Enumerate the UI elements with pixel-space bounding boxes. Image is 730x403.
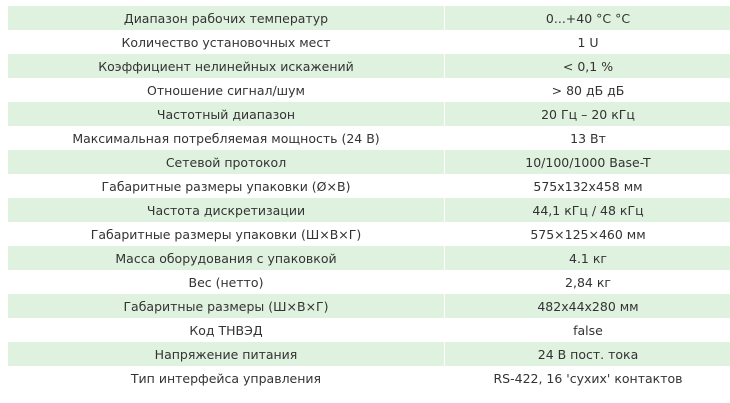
spec-row: Частота дискретизации 44,1 кГц / 48 кГц [8,198,730,222]
spec-name: Частотный диапазон [8,102,445,126]
spec-row: Габаритные размеры упаковки (Ш×В×Г) 575×1… [8,222,730,246]
spec-value: 4.1 кг [444,246,730,270]
spec-row: Коэффициент нелинейных искажений < 0,1 % [8,54,730,78]
spec-row: Габаритные размеры упаковки (Ø×В) 575х132… [8,174,730,198]
spec-row: Максимальная потребляемая мощность (24 В… [8,126,730,150]
spec-value: 482х44х280 мм [444,294,730,318]
spec-value: 10/100/1000 Base-T [444,150,730,174]
spec-value: RS-422, 16 'сухих' контактов [444,366,730,390]
spec-row: Тип интерфейса управления RS-422, 16 'сух… [8,366,730,390]
spec-value: > 80 дБ дБ [444,78,730,102]
spec-row: Диапазон рабочих температур 0...+40 °C °C [8,6,730,30]
spec-row: Код ТНВЭД false [8,318,730,342]
spec-row: Количество установочных мест 1 U [8,30,730,54]
spec-name: Габаритные размеры (Ш×В×Г) [8,294,445,318]
spec-name: Тип интерфейса управления [8,366,445,390]
spec-name: Габаритные размеры упаковки (Ø×В) [8,174,445,198]
spec-name: Сетевой протокол [8,150,445,174]
spec-row: Сетевой протокол 10/100/1000 Base-T [8,150,730,174]
spec-name: Коэффициент нелинейных искажений [8,54,445,78]
spec-name: Вес (нетто) [8,270,445,294]
spec-name: Масса оборудования с упаковкой [8,246,445,270]
spec-row: Вес (нетто) 2,84 кг [8,270,730,294]
spec-row: Габаритные размеры (Ш×В×Г) 482х44х280 мм [8,294,730,318]
spec-name: Напряжение питания [8,342,445,366]
spec-value: 13 Вт [444,126,730,150]
spec-row: Частотный диапазон 20 Гц – 20 кГц [8,102,730,126]
spec-row: Отношение сигнал/шум > 80 дБ дБ [8,78,730,102]
specifications-table: Диапазон рабочих температур 0...+40 °C °C… [8,6,730,390]
spec-value: 0...+40 °C °C [444,6,730,30]
spec-value: 24 В пост. тока [444,342,730,366]
spec-name: Габаритные размеры упаковки (Ш×В×Г) [8,222,445,246]
spec-value: 575×125×460 мм [444,222,730,246]
spec-value: 575х132х458 мм [444,174,730,198]
spec-name: Диапазон рабочих температур [8,6,445,30]
spec-value: 1 U [444,30,730,54]
spec-name: Код ТНВЭД [8,318,445,342]
spec-value: false [444,318,730,342]
spec-value: < 0,1 % [444,54,730,78]
spec-row: Напряжение питания 24 В пост. тока [8,342,730,366]
spec-row: Масса оборудования с упаковкой 4.1 кг [8,246,730,270]
spec-name: Максимальная потребляемая мощность (24 В… [8,126,445,150]
spec-name: Частота дискретизации [8,198,445,222]
specifications-body: Диапазон рабочих температур 0...+40 °C °C… [8,6,730,390]
spec-name: Количество установочных мест [8,30,445,54]
spec-value: 44,1 кГц / 48 кГц [444,198,730,222]
spec-value: 2,84 кг [444,270,730,294]
spec-value: 20 Гц – 20 кГц [444,102,730,126]
spec-name: Отношение сигнал/шум [8,78,445,102]
